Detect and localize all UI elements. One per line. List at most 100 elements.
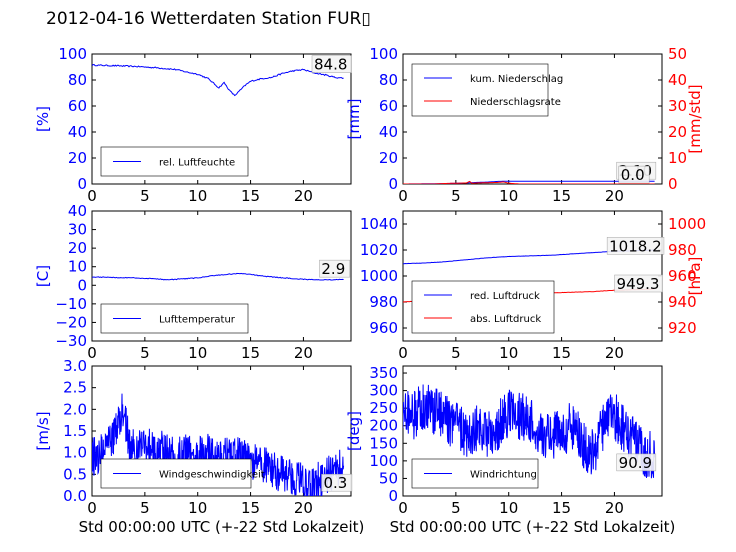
x-tick-label: 10 [188, 187, 207, 205]
x-tick-label: 10 [499, 499, 518, 517]
x-tick-label: 20 [294, 187, 313, 205]
x-tick-label: 5 [140, 344, 150, 362]
x-tick-label: 0 [398, 499, 408, 517]
x-tick-label: 5 [140, 187, 150, 205]
annotation-box [606, 237, 665, 255]
x-tick-label: 20 [294, 344, 313, 362]
y2-tick-label: 10 [668, 149, 687, 167]
x-axis-label: Std 00:00:00 UTC (+-22 Std Lokalzeit) [390, 518, 676, 536]
x-tick-label: 5 [451, 344, 461, 362]
y-tick-label: 60 [68, 97, 87, 115]
x-tick-label: 15 [241, 344, 260, 362]
annotation-label: 0.3 [324, 474, 348, 492]
x-tick-label: 20 [605, 187, 624, 205]
x-tick-label: 15 [241, 499, 260, 517]
legend-label: Niederschlagsrate [470, 97, 561, 108]
y-tick-label: 40 [68, 123, 87, 141]
y-axis-label: [deg] [345, 411, 363, 451]
y-tick-label: 40 [379, 123, 398, 141]
y-tick-label: 250 [369, 399, 398, 417]
y2-tick-label: 960 [668, 267, 697, 285]
annotation-label: 2.9 [321, 260, 345, 278]
series-line-rel-luftfeuchte [92, 63, 344, 97]
y-tick-label: 60 [379, 97, 398, 115]
annotation-box [311, 55, 352, 73]
annotation-box [618, 165, 650, 184]
panel-pressure: 0 5 10 15 20 960 980 1000 1020 1040 920 940 960 980 10… [360, 210, 706, 362]
y-tick-label: 300 [369, 382, 398, 400]
annotation-box [614, 274, 663, 293]
x-tick-label: 20 [294, 499, 313, 517]
x-tick-label: 0 [87, 344, 97, 362]
y-tick-label: 1.5 [63, 422, 87, 440]
x-tick-label: 0 [87, 499, 97, 517]
x-tick-label: 0 [87, 187, 97, 205]
x-tick-label: 15 [552, 187, 571, 205]
x-tick-label: 5 [140, 499, 150, 517]
legend-box [411, 280, 555, 334]
panel-windspeed: 0 5 10 15 20 0.0 0.5 1.0 1.5 2.0 2.5 3.0 [m/s] Std 00… [34, 357, 364, 536]
y-tick-label: 80 [379, 71, 398, 89]
x-tick-label: 10 [188, 344, 207, 362]
legend: Lufttemperatur [100, 303, 249, 334]
y-tick-label: 980 [369, 293, 398, 311]
y-tick-label: 1000 [360, 267, 398, 285]
y-tick-label: 20 [68, 149, 87, 167]
x-tick-label: 10 [499, 344, 518, 362]
x-tick-label: 10 [499, 187, 518, 205]
y-tick-label: 40 [68, 202, 87, 220]
y-tick-label: 20 [68, 239, 87, 257]
legend: Windrichtung [411, 458, 539, 489]
y-tick-label: 80 [68, 71, 87, 89]
annotation-box [319, 259, 351, 278]
y2-axis-label: [hPa] [686, 257, 704, 296]
y-tick-label: 200 [369, 417, 398, 435]
y-tick-label: 1020 [360, 241, 398, 259]
x-tick-label: 15 [241, 187, 260, 205]
y-tick-label: 30 [68, 221, 87, 239]
series-line-windrichtung [403, 384, 656, 479]
x-tick-label: 0 [398, 187, 408, 205]
annotation-label: 84.8 [314, 56, 347, 74]
panel-precip: 0 5 10 15 20 0 20 40 60 80 100 [mm] 0 10 20 30 40 50 [mm/s… [345, 45, 704, 205]
y-tick-label: 0.0 [63, 487, 87, 505]
y-tick-label: −10 [55, 295, 87, 313]
y-axis-label: [m/s] [34, 411, 52, 450]
y-tick-label: 1.0 [63, 444, 87, 462]
legend-label: Windgeschwindigkeit [159, 470, 265, 481]
y-tick-label: 100 [58, 45, 87, 63]
annotation-box [321, 473, 353, 492]
y-tick-label: 150 [369, 434, 398, 452]
legend: Windgeschwindigkeit [100, 458, 265, 489]
legend: rel. Luftfeuchte [100, 146, 249, 177]
x-tick-label: 0 [398, 344, 408, 362]
series-line-lufttemperatur [92, 272, 344, 281]
legend-label: Lufttemperatur [159, 315, 236, 326]
x-tick-label: 10 [188, 499, 207, 517]
annotation-label: 90.9 [619, 454, 652, 472]
y2-tick-label: 0 [668, 175, 678, 193]
y-tick-label: 2.0 [63, 400, 87, 418]
x-tick-label: 15 [552, 344, 571, 362]
x-tick-label: 15 [552, 499, 571, 517]
y-axis-label: [C] [34, 265, 52, 287]
legend-label: red. Luftdruck [470, 291, 540, 302]
legend-label: kum. Niederschlag [470, 74, 563, 85]
legend-label: rel. Luftfeuchte [159, 158, 235, 169]
legend: kum. Niederschlag Niederschlagsrate [411, 63, 563, 117]
y-tick-label: 2.5 [63, 379, 87, 397]
annotation-label: 1018.2 [609, 237, 662, 255]
y-tick-label: 350 [369, 364, 398, 382]
y-axis-label: [%] [34, 106, 52, 132]
series-line-niederschlagsrate [403, 180, 655, 184]
y2-tick-label: 30 [668, 97, 687, 115]
y2-tick-label: 50 [668, 45, 687, 63]
legend-label: abs. Luftdruck [470, 314, 541, 325]
y-tick-label: 100 [369, 452, 398, 470]
annotation-label: 0.0 [621, 166, 645, 184]
y2-tick-label: 920 [668, 319, 697, 337]
x-tick-label: 20 [605, 344, 624, 362]
